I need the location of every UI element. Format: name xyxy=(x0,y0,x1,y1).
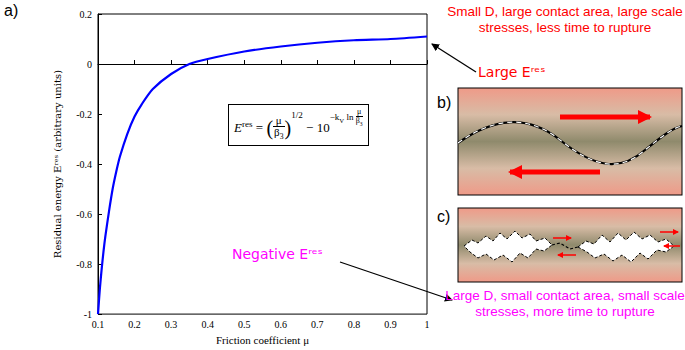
svg-text:0: 0 xyxy=(87,59,92,70)
svg-text:1: 1 xyxy=(425,319,430,330)
html-text:c): c) xyxy=(437,208,451,225)
svg-text:-1: -1 xyxy=(84,309,92,320)
html-text:Negative Eʳᵉˢ: Negative Eʳᵉˢ xyxy=(232,246,323,262)
html-text:Small D, large contact area, l: Small D, large contact area, large scale… xyxy=(447,4,683,35)
svg-text:Residual energy Eʳᵉˢ (arbitrar: Residual energy Eʳᵉˢ (arbitrary units) xyxy=(52,70,63,258)
svg-text:0.3: 0.3 xyxy=(165,319,178,330)
html-text:b): b) xyxy=(437,94,452,111)
html-text:Large Eʳᵉˢ: Large Eʳᵉˢ xyxy=(478,64,546,80)
svg-text:0.7: 0.7 xyxy=(311,319,324,330)
html-text:− 10: − 10 xyxy=(302,119,330,135)
svg-text:0.2: 0.2 xyxy=(128,319,141,330)
svg-text:0.2: 0.2 xyxy=(80,9,93,20)
svg-text:0.5: 0.5 xyxy=(238,319,251,330)
svg-text:0.8: 0.8 xyxy=(348,319,361,330)
svg-text:0.9: 0.9 xyxy=(384,319,397,330)
html-text:−kVlnμ: −kVlnμ xyxy=(329,107,362,124)
html-text:1/2: 1/2 xyxy=(291,109,303,120)
svg-text:0.1: 0.1 xyxy=(92,319,105,330)
svg-text:-0.8: -0.8 xyxy=(76,259,92,270)
svg-text:Friction coefficient μ: Friction coefficient μ xyxy=(216,334,309,346)
html-text:β3: β3 xyxy=(355,116,363,127)
html-text:β3: β3 xyxy=(274,126,284,142)
svg-text:0.4: 0.4 xyxy=(201,319,214,330)
svg-text:0.6: 0.6 xyxy=(275,319,288,330)
svg-text:-0.6: -0.6 xyxy=(76,209,92,220)
svg-text:-0.2: -0.2 xyxy=(76,109,92,120)
svg-text:-0.4: -0.4 xyxy=(76,159,92,170)
html-text:Large D, small contact area, s: Large D, small contact area, small scale… xyxy=(445,288,685,319)
html-text:Eres=(μ: Eres=(μ xyxy=(234,114,282,140)
html-text:a): a) xyxy=(4,2,19,19)
